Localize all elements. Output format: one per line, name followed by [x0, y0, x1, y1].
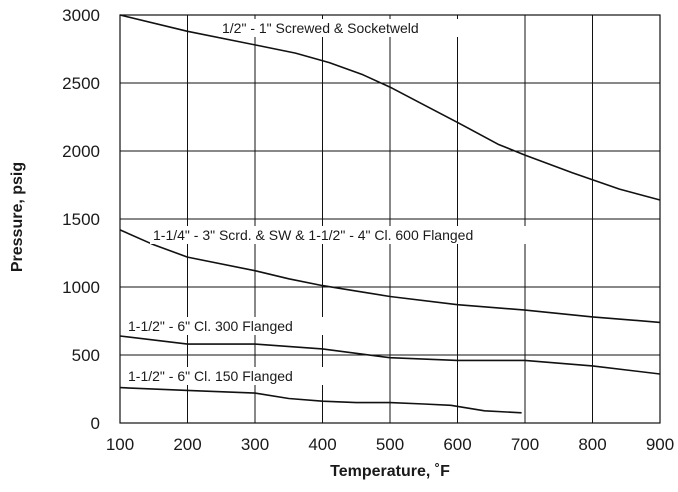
- grid: [119, 14, 661, 424]
- series-label-2: 1-1/4" - 3" Scrd. & SW & 1-1/2" - 4" Cl.…: [153, 227, 473, 243]
- x-tick-label: 200: [173, 435, 201, 454]
- x-axis-title: Temperature, ˚F: [330, 463, 450, 480]
- y-axis-title: Pressure, psig: [9, 162, 26, 272]
- x-tick-label: 700: [511, 435, 539, 454]
- y-tick-label: 1500: [62, 210, 100, 229]
- series-label-3: 1-1/2" - 6" Cl. 300 Flanged: [128, 318, 293, 334]
- series-lines: [119, 14, 661, 414]
- series-label-4: 1-1/2" - 6" Cl. 150 Flanged: [128, 368, 293, 384]
- series-line-2: [119, 229, 661, 324]
- x-tick-label: 600: [443, 435, 471, 454]
- series-line-4: [119, 386, 522, 414]
- tick-labels: 100 200 300 400 500 600 700 800 900 0 500 1000 1500 2…: [62, 6, 674, 454]
- y-tick-label: 3000: [62, 6, 100, 25]
- x-tick-label: 900: [646, 435, 674, 454]
- y-tick-label: 500: [72, 346, 100, 365]
- y-tick-label: 2500: [62, 74, 100, 93]
- series-line-3: [119, 335, 661, 375]
- x-tick-label: 100: [106, 435, 134, 454]
- x-tick-label: 500: [376, 435, 404, 454]
- y-tick-label: 2000: [62, 142, 100, 161]
- series-line-1: [119, 14, 661, 201]
- series-label-bg: [125, 367, 335, 385]
- x-tick-label: 800: [578, 435, 606, 454]
- plot-frame: [119, 14, 661, 424]
- series-label-bg: [125, 317, 335, 335]
- series-labels: 1/2" - 1" Screwed & Socketweld 1-1/4" - 3…: [125, 19, 560, 385]
- x-tick-label: 300: [241, 435, 269, 454]
- series-label-bg: [150, 226, 560, 244]
- series-label-1: 1/2" - 1" Screwed & Socketweld: [222, 20, 419, 36]
- y-tick-label: 1000: [62, 278, 100, 297]
- x-tick-label: 400: [308, 435, 336, 454]
- y-tick-label: 0: [91, 414, 100, 433]
- series-label-bg: [219, 19, 504, 37]
